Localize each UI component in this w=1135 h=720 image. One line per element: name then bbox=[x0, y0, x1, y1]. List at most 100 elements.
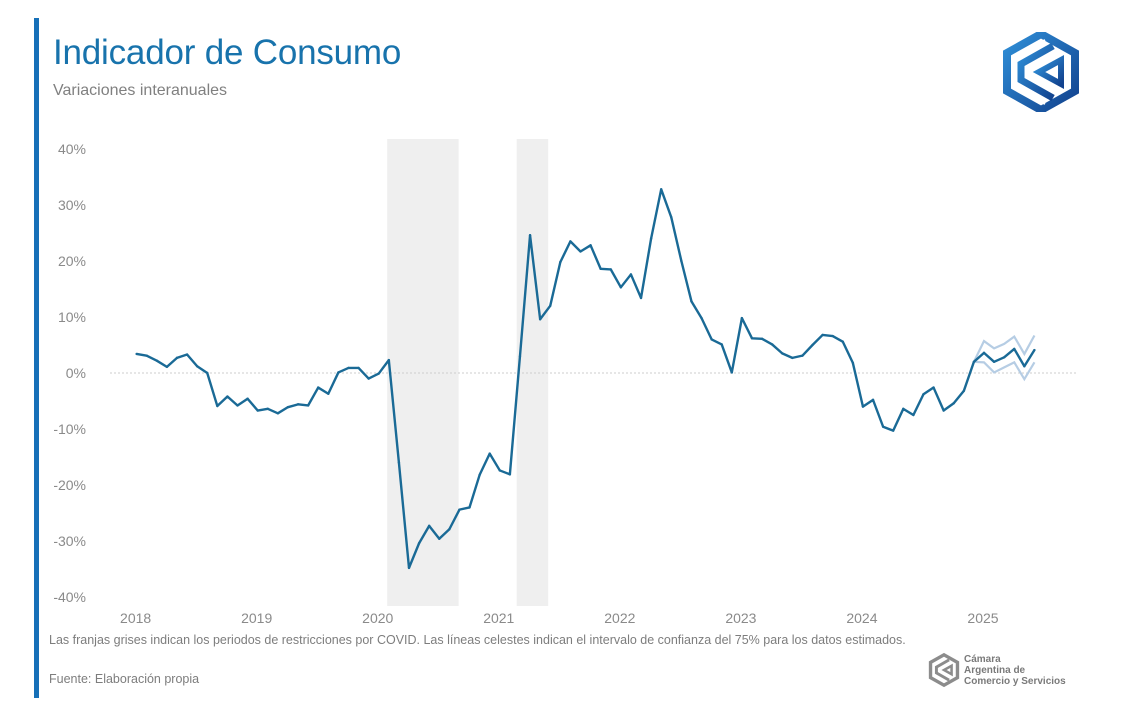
series-point bbox=[902, 407, 905, 411]
series-point bbox=[609, 268, 612, 271]
series-point bbox=[1013, 347, 1016, 351]
series-point bbox=[760, 337, 764, 341]
series-point bbox=[427, 524, 431, 528]
series-point bbox=[932, 386, 935, 389]
series-point bbox=[922, 393, 925, 396]
org-line: Argentina de bbox=[964, 664, 1026, 676]
series-point bbox=[649, 237, 653, 240]
series-point bbox=[710, 338, 713, 341]
series-point bbox=[589, 244, 592, 247]
series-point bbox=[276, 412, 280, 415]
series-point bbox=[972, 360, 976, 363]
y-tick-label: 0% bbox=[66, 365, 86, 381]
series-point bbox=[236, 404, 239, 407]
series-point bbox=[881, 425, 885, 428]
series-point bbox=[670, 216, 673, 219]
series-point bbox=[155, 359, 159, 362]
series-point bbox=[1033, 348, 1036, 352]
series-point bbox=[1023, 365, 1026, 368]
series-point bbox=[306, 404, 310, 407]
accent-bar bbox=[34, 18, 39, 698]
series-point bbox=[488, 452, 491, 455]
series-point bbox=[549, 304, 552, 307]
y-tick-label: -30% bbox=[53, 533, 86, 549]
series-point bbox=[347, 366, 350, 370]
y-tick-label: 20% bbox=[58, 253, 86, 269]
series-point bbox=[750, 337, 754, 340]
series-point bbox=[175, 356, 179, 360]
series-point bbox=[377, 372, 380, 375]
series-point bbox=[185, 353, 189, 356]
page-subtitle: Variaciones interanuales bbox=[53, 82, 228, 99]
series-point bbox=[831, 334, 834, 338]
series-point bbox=[821, 333, 824, 337]
y-tick-label: -40% bbox=[53, 589, 86, 605]
x-tick-label: 2025 bbox=[967, 610, 998, 626]
series-point bbox=[992, 360, 996, 363]
series-point bbox=[327, 392, 330, 395]
series-point bbox=[730, 371, 734, 374]
series-point bbox=[781, 352, 784, 355]
series-point bbox=[266, 407, 269, 411]
y-axis: 40% 30% 20% 10% 0% -10% -20% -30% -40% bbox=[53, 141, 86, 605]
x-axis: 2018 2019 2020 2021 2022 2023 2024 2025 bbox=[120, 610, 999, 626]
series-point bbox=[801, 354, 804, 357]
y-tick-label: 30% bbox=[58, 197, 86, 213]
series-point bbox=[579, 250, 582, 253]
x-tick-label: 2018 bbox=[120, 610, 151, 626]
series-point bbox=[811, 343, 814, 347]
series-point bbox=[942, 409, 945, 412]
series-point bbox=[1002, 356, 1006, 359]
series-point bbox=[851, 361, 855, 365]
series-point bbox=[458, 508, 461, 511]
series-point bbox=[135, 352, 138, 356]
confidence-upper-line bbox=[972, 334, 1036, 363]
page-title: Indicador de Consumo bbox=[53, 33, 402, 72]
consumo-series-line bbox=[136, 188, 1036, 570]
series-point bbox=[387, 358, 391, 362]
y-tick-label: 40% bbox=[58, 141, 86, 157]
x-tick-label: 2019 bbox=[241, 610, 272, 626]
series-point bbox=[619, 286, 623, 289]
series-point bbox=[407, 566, 411, 570]
series-point bbox=[246, 397, 249, 400]
series-point bbox=[841, 340, 844, 343]
x-tick-label: 2020 bbox=[362, 610, 393, 626]
series-point bbox=[982, 351, 986, 355]
series-point bbox=[226, 395, 229, 398]
series-point bbox=[599, 267, 602, 271]
series-point bbox=[357, 366, 360, 370]
series-point bbox=[690, 300, 693, 303]
x-tick-label: 2021 bbox=[483, 610, 514, 626]
cac-hexagon-logo-gray-icon bbox=[928, 652, 960, 688]
cac-hexagon-logo-icon bbox=[1003, 29, 1079, 115]
series-point bbox=[256, 409, 259, 412]
y-tick-label: 10% bbox=[58, 309, 86, 325]
series-point bbox=[367, 377, 370, 380]
series-point bbox=[478, 473, 481, 477]
line-chart: 40% 30% 20% 10% 0% -10% -20% -30% -40% 2… bbox=[53, 139, 1076, 626]
series-point bbox=[438, 537, 441, 540]
covid-bands bbox=[387, 139, 549, 606]
series-point bbox=[296, 403, 300, 406]
series-point bbox=[912, 413, 915, 417]
series-point bbox=[871, 398, 875, 402]
series-point bbox=[720, 343, 723, 346]
series-point bbox=[498, 469, 501, 472]
y-tick-label: -10% bbox=[53, 421, 86, 437]
series-point bbox=[639, 296, 643, 300]
series-point bbox=[659, 188, 663, 191]
series-point bbox=[286, 405, 290, 409]
x-tick-label: 2022 bbox=[604, 610, 635, 626]
series-point bbox=[740, 316, 744, 320]
series-point bbox=[508, 473, 512, 476]
series-point bbox=[448, 528, 451, 531]
org-line: Cámara bbox=[964, 653, 1001, 665]
series-point bbox=[206, 371, 209, 375]
series-point bbox=[791, 356, 794, 360]
series-point bbox=[962, 389, 966, 393]
series-point bbox=[629, 273, 633, 276]
org-line: Comercio y Servicios bbox=[964, 675, 1066, 687]
series-point bbox=[195, 365, 199, 368]
series-point bbox=[216, 404, 219, 408]
